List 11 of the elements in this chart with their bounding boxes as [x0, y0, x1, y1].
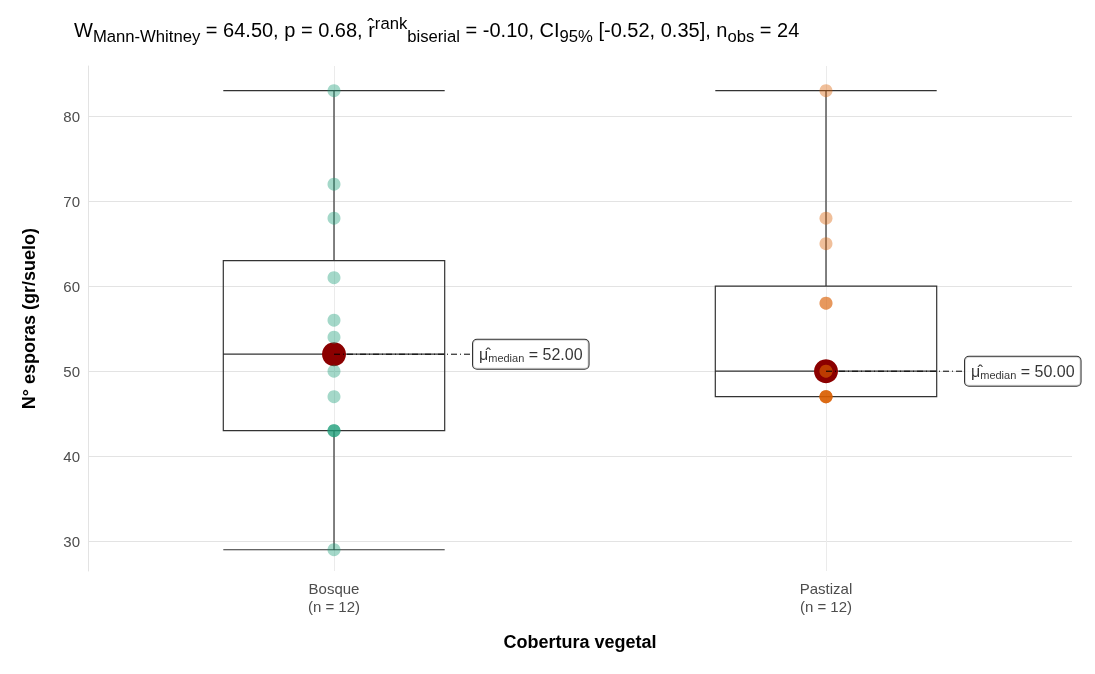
y-tick-label: 60: [63, 277, 80, 295]
x-tick-label: Bosque (n = 12): [307, 579, 361, 615]
y-tick-label: 80: [63, 107, 80, 125]
y-tick-label: 50: [63, 362, 80, 380]
y-tick-label: 70: [63, 192, 80, 210]
x-axis-title: Cobertura vegetal: [503, 632, 657, 652]
chart-title: W$_{Mann-Whitney}$ = 64.50, p = 0.68, r̂$^{rank}$$_{biserial}$ = -0.10, CI$_{95%}$ [-0.52, 0.35], n$_{obs}$ = 24: [74, 14, 800, 46]
y-axis-title: N° esporas (gr/suelo): [19, 227, 39, 410]
x-tick-label: Pastizal (n = 12): [799, 579, 853, 615]
y-tick-label: 40: [63, 447, 80, 465]
y-tick-label: 30: [63, 532, 80, 550]
